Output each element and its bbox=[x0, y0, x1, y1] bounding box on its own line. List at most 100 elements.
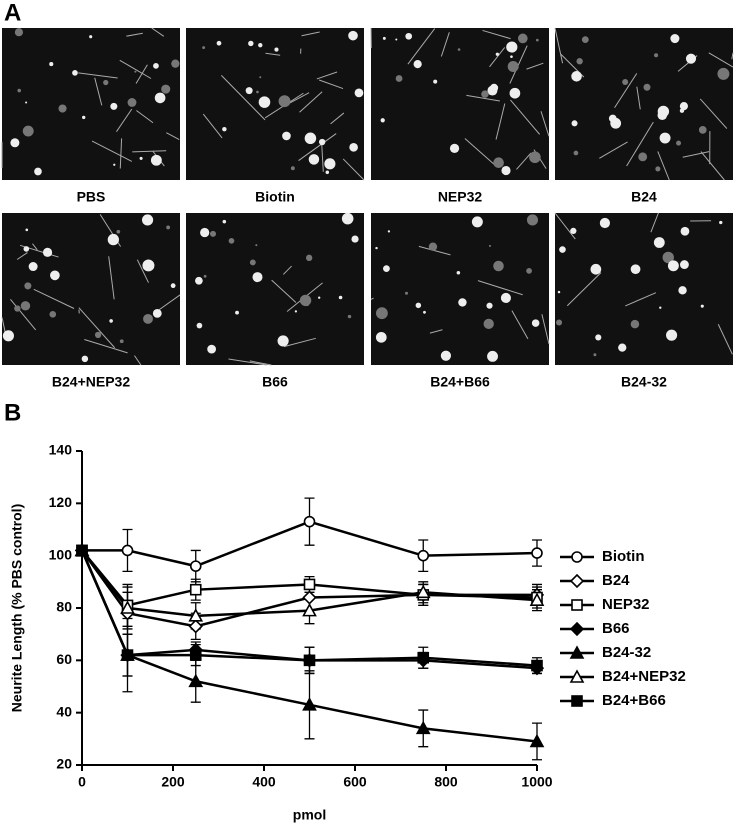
cell bbox=[413, 60, 422, 69]
neurite bbox=[342, 158, 365, 181]
cell bbox=[153, 62, 159, 69]
cell bbox=[506, 41, 518, 53]
neurite bbox=[625, 292, 657, 307]
neurite bbox=[566, 272, 602, 307]
neurite bbox=[318, 79, 344, 90]
cell bbox=[404, 291, 409, 295]
neurite bbox=[657, 151, 670, 181]
cell bbox=[28, 262, 38, 272]
neurite bbox=[78, 307, 116, 349]
cell bbox=[700, 304, 704, 308]
cell bbox=[58, 104, 67, 113]
neurite bbox=[477, 280, 523, 296]
cell bbox=[531, 319, 540, 327]
neurite bbox=[526, 62, 544, 70]
marker bbox=[531, 547, 543, 559]
neurite bbox=[731, 52, 734, 60]
neurite bbox=[489, 47, 506, 68]
y-axis-title: Neurite Length (% PBS control) bbox=[9, 504, 25, 712]
x-axis-title: pmol bbox=[293, 807, 326, 823]
legend-label: B24+B66 bbox=[602, 692, 666, 709]
cell bbox=[670, 34, 680, 44]
cell bbox=[457, 48, 461, 51]
neurite bbox=[202, 113, 223, 139]
neurite bbox=[283, 337, 316, 348]
marker bbox=[302, 697, 317, 711]
cell bbox=[143, 313, 153, 324]
cell bbox=[34, 167, 42, 176]
y-tick-label: 100 bbox=[49, 546, 73, 562]
neurite bbox=[299, 91, 323, 113]
neurite bbox=[464, 138, 495, 165]
neurite bbox=[316, 71, 338, 80]
cell bbox=[571, 120, 578, 127]
cell bbox=[680, 260, 689, 270]
cell bbox=[161, 84, 171, 94]
cell bbox=[486, 302, 493, 309]
cell bbox=[22, 125, 34, 137]
x-tick-label: 800 bbox=[434, 774, 458, 790]
neurite bbox=[700, 151, 725, 181]
neurite bbox=[78, 72, 118, 79]
marker bbox=[417, 651, 430, 664]
neurite bbox=[440, 32, 450, 57]
cell bbox=[449, 143, 460, 154]
cell bbox=[348, 30, 358, 41]
neurite bbox=[516, 152, 532, 170]
cell bbox=[678, 286, 687, 295]
neurite bbox=[91, 140, 133, 162]
y-tick-label: 20 bbox=[56, 756, 72, 772]
cell bbox=[25, 101, 28, 104]
neurite bbox=[298, 133, 337, 161]
cell bbox=[375, 246, 378, 250]
x-tick-label: 1000 bbox=[521, 774, 552, 790]
neurite bbox=[134, 355, 142, 366]
cell bbox=[595, 334, 602, 341]
cell bbox=[719, 220, 723, 225]
neurite bbox=[301, 31, 320, 37]
image-caption: B24-32 bbox=[621, 374, 667, 390]
cell bbox=[318, 296, 321, 299]
cell bbox=[248, 40, 254, 47]
neurite bbox=[32, 243, 38, 251]
y-tick-label: 40 bbox=[56, 703, 72, 719]
image-caption: B66 bbox=[262, 374, 288, 390]
cell bbox=[150, 154, 162, 166]
cell bbox=[210, 230, 217, 237]
cell bbox=[203, 274, 207, 278]
cell bbox=[653, 237, 665, 248]
neurite bbox=[271, 279, 297, 303]
micrograph bbox=[371, 28, 549, 180]
cell bbox=[282, 131, 291, 141]
cell bbox=[395, 75, 403, 82]
micrograph-grid: PBS Biotin NEP32 B24 B24+NEP32 B66 B24+B66 B24-… bbox=[1, 27, 734, 390]
cell bbox=[351, 235, 359, 243]
legend-marker bbox=[571, 551, 583, 563]
cell bbox=[349, 143, 358, 152]
cell bbox=[488, 244, 491, 247]
cell bbox=[471, 216, 483, 228]
cell bbox=[142, 214, 154, 226]
cell bbox=[81, 355, 89, 363]
cell bbox=[171, 59, 180, 68]
cell bbox=[493, 157, 504, 169]
cell bbox=[20, 301, 31, 311]
cell bbox=[376, 307, 388, 320]
cell bbox=[657, 110, 668, 121]
cell bbox=[277, 335, 289, 347]
y-tick-label: 120 bbox=[49, 494, 73, 510]
cell bbox=[110, 102, 118, 110]
cell bbox=[666, 329, 678, 341]
cell bbox=[228, 237, 235, 244]
neurite bbox=[151, 27, 165, 37]
cell bbox=[556, 319, 563, 326]
marker bbox=[303, 654, 316, 667]
cell bbox=[109, 319, 113, 323]
cell bbox=[119, 339, 124, 344]
cell bbox=[195, 276, 203, 285]
x-tick-label: 400 bbox=[252, 774, 276, 790]
cell bbox=[23, 246, 30, 252]
cell bbox=[618, 343, 627, 352]
legend-label: B24 bbox=[602, 572, 630, 589]
